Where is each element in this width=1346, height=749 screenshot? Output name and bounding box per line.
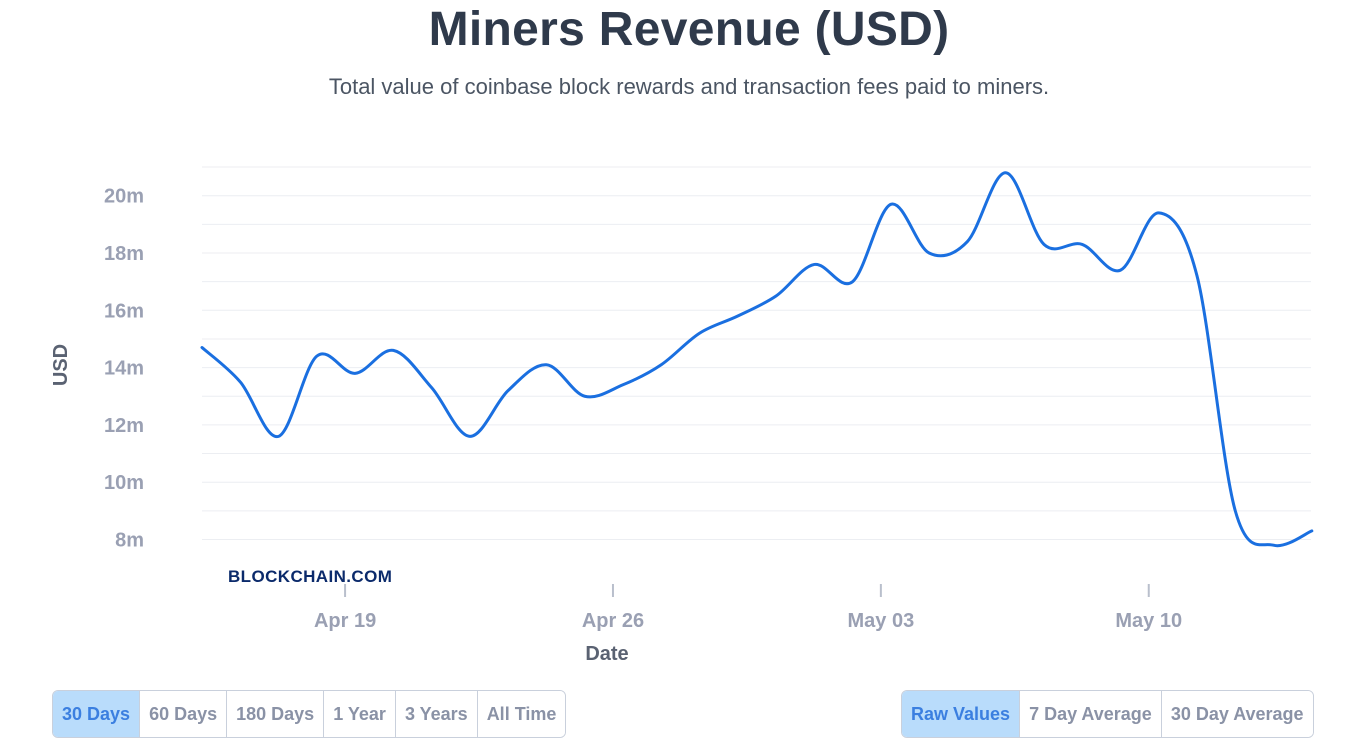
y-axis-title: USD [50, 344, 72, 386]
miners-revenue-chart: 8m 10m 12m 14m 16m 18m 20m Apr 19 Apr 26 May 03 M… [50, 166, 1314, 665]
page-subtitle: Total value of coinbase block rewards an… [328, 74, 1050, 99]
y-tick-label: 18m [104, 243, 144, 265]
grid-lines [202, 166, 1311, 540]
blockchain-watermark: BLOCKCHAIN.COM [228, 567, 392, 586]
mode-raw-values-button[interactable]: Raw Values [902, 691, 1021, 737]
time-range-selector: 30 Days 60 Days 180 Days 1 Year 3 Years All T… [52, 690, 567, 738]
y-axis: 8m 10m 12m 14m 16m 18m 20m [104, 186, 144, 552]
range-1-year-button[interactable]: 1 Year [324, 691, 396, 737]
range-30-days-button[interactable]: 30 Days [53, 691, 141, 737]
y-tick-label: 12m [104, 415, 144, 437]
range-180-days-button[interactable]: 180 Days [227, 691, 325, 737]
x-axis: Apr 19 Apr 26 May 03 May 10 [314, 584, 1182, 632]
y-tick-label: 10m [104, 472, 144, 494]
mode-30-day-average-button[interactable]: 30 Day Average [1161, 691, 1313, 737]
page-title: Miners Revenue (USD) [428, 3, 950, 56]
y-tick-label: 14m [104, 358, 144, 380]
y-tick-label: 8m [115, 530, 144, 552]
y-tick-label: 16m [104, 300, 144, 322]
range-3-years-button[interactable]: 3 Years [395, 691, 478, 737]
x-tick-label: Apr 19 [314, 610, 376, 632]
range-all-time-button[interactable]: All Time [477, 691, 566, 737]
x-tick-label: May 10 [1115, 610, 1182, 632]
range-60-days-button[interactable]: 60 Days [140, 691, 228, 737]
x-tick-label: Apr 26 [582, 610, 644, 632]
value-mode-selector: Raw Values 7 Day Average 30 Day Average [901, 690, 1314, 738]
x-tick-label: May 03 [848, 610, 915, 632]
y-tick-label: 20m [104, 186, 144, 208]
x-axis-title: Date [585, 643, 628, 665]
mode-7-day-average-button[interactable]: 7 Day Average [1020, 691, 1162, 737]
revenue-series-line [200, 171, 1314, 548]
